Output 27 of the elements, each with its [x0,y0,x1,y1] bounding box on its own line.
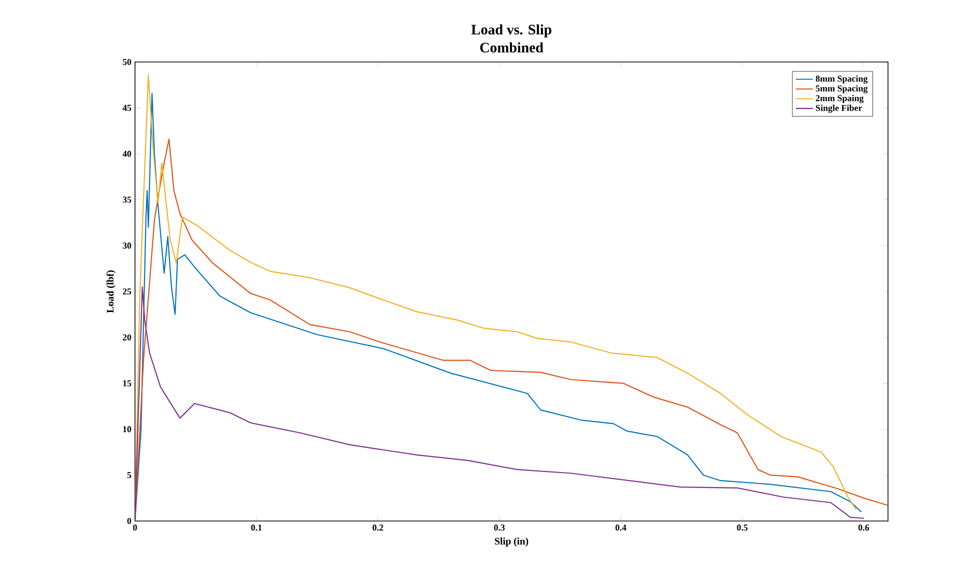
x-tick-label: 0.4 [616,524,626,531]
x-tick-label: 0.1 [251,524,262,531]
y-tick-label: 30 [122,242,132,249]
y-tick-label: 45 [122,104,132,111]
y-axis-title: Load (lbf) [106,270,116,313]
x-tick-label: 0.6 [858,524,870,531]
chart-title: Load vs. Slip [471,24,552,38]
line-series [135,286,864,521]
y-tick-label: 0 [127,518,132,524]
y-tick-label: 15 [123,380,132,386]
y-tick-label: 35 [122,196,132,203]
y-tick-label: 20 [122,334,132,340]
y-tick-label: 25 [122,288,132,295]
legend-label: 8mm Spacing [816,75,868,84]
legend-label: 2mm Spaing [816,94,864,104]
x-axis-title: Slip (in) [494,538,528,547]
y-tick-label: 40 [122,150,132,157]
y-tick-label: 50 [122,58,132,66]
x-tick-label: 0.2 [372,524,384,531]
legend-label: 5mm Spacing [816,85,868,94]
legend-label: Single Fiber [816,104,862,113]
y-tick-label: 5 [127,472,132,478]
x-tick-label: 0 [133,524,137,531]
y-tick-label: 10 [123,426,132,432]
chart-subtitle: Combined [480,42,544,52]
x-tick-label: 0.5 [736,524,748,531]
x-tick-label: 0.3 [494,524,505,531]
